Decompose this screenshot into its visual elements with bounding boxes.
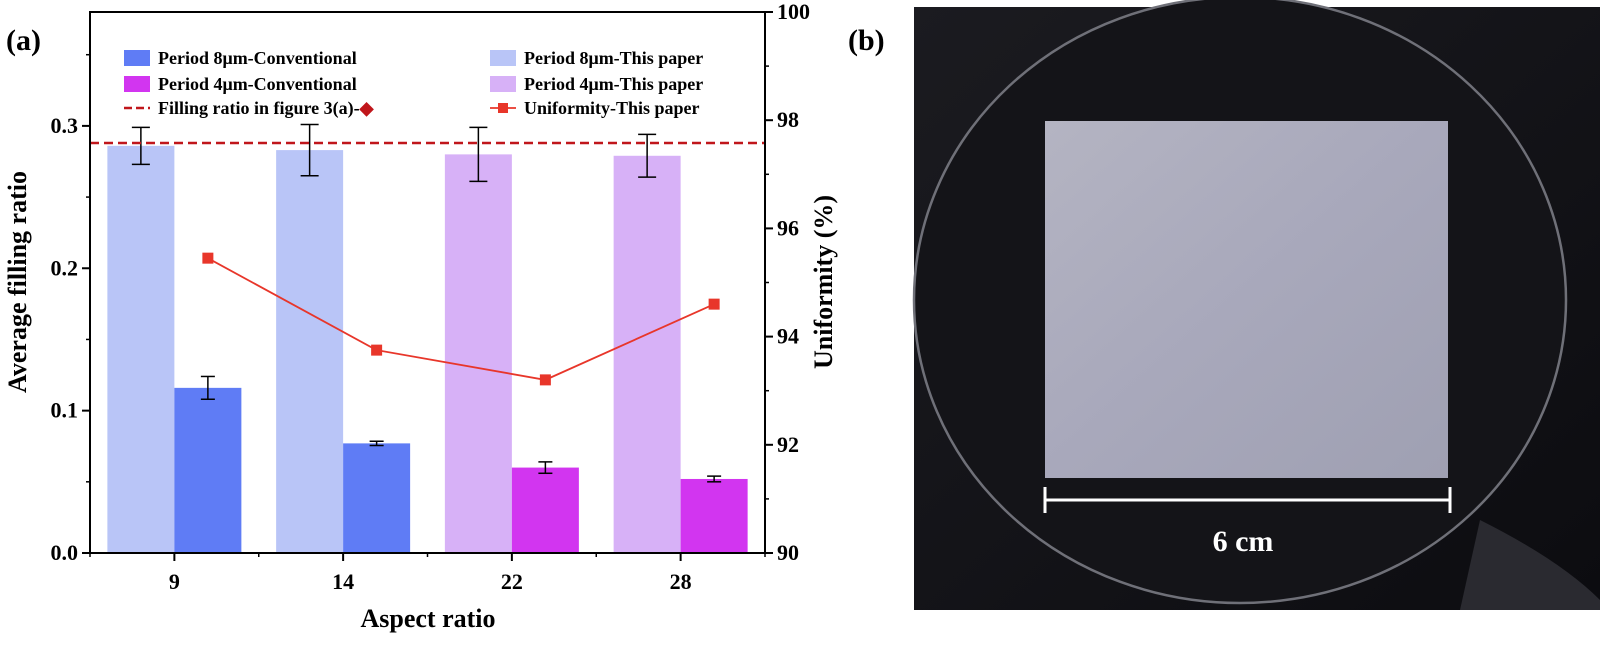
x-tick-label: 28 [670, 569, 692, 594]
sample-square [1045, 121, 1448, 478]
uniformity-line-layer [202, 252, 720, 386]
bar [276, 150, 344, 554]
sample-photo: 6 cm [912, 0, 1600, 610]
bar [107, 145, 175, 554]
x-axis-title: Aspect ratio [360, 604, 495, 633]
legend-swatch [490, 76, 516, 92]
scale-bar [1043, 487, 1452, 513]
y2-tick-label: 92 [777, 432, 799, 457]
axes-layer: 0.0 0.1 0.2 0.3 90 92 94 96 98 100 9 14 22 28 [51, 0, 811, 594]
y2-axis-title: Uniformity (%) [809, 195, 838, 369]
legend-entry: Uniformity-This paper [524, 98, 700, 118]
y-tick-label: 0.1 [51, 398, 79, 423]
legend-swatch [124, 76, 150, 92]
panel-b-label: (b) [848, 24, 885, 57]
legend-marker [498, 103, 508, 113]
y2-tick-label: 98 [777, 107, 799, 132]
y2-tick-label: 100 [777, 0, 810, 24]
bar [680, 478, 748, 553]
bar [444, 154, 512, 554]
bar [343, 443, 411, 553]
y-tick-label: 0.2 [51, 255, 79, 280]
y2-tick-label: 96 [777, 215, 799, 240]
wafer-shadow [1460, 520, 1600, 610]
x-tick-label: 9 [169, 569, 180, 594]
legend-entry: Period 4μm-Conventional [158, 74, 357, 94]
legend-swatch [124, 50, 150, 66]
legend: Period 8μm-Conventional Period 8μm-This p… [124, 48, 703, 119]
legend-entry: Period 4μm-This paper [524, 74, 703, 94]
bar [613, 155, 681, 553]
uniformity-line [207, 257, 715, 381]
y-axis-title: Average filling ratio [3, 171, 32, 393]
panel-a-label: (a) [6, 24, 41, 57]
legend-swatch [490, 50, 516, 66]
legend-entry: Period 8μm-Conventional [158, 48, 357, 68]
uniformity-point [371, 344, 383, 356]
bars-layer [107, 123, 748, 554]
bar [511, 467, 579, 553]
y-tick-label: 0.0 [51, 540, 79, 565]
y2-tick-label: 90 [777, 540, 799, 565]
legend-entry: Period 8μm-This paper [524, 48, 703, 68]
y2-tick-label: 94 [777, 324, 799, 349]
y-tick-label: 0.3 [51, 113, 79, 138]
uniformity-point [202, 252, 214, 264]
uniformity-point [539, 374, 551, 386]
x-tick-label: 22 [501, 569, 523, 594]
bar [174, 387, 242, 553]
scale-bar-label: 6 cm [1213, 525, 1274, 558]
legend-entry: Filling ratio in figure 3(a)-◆ [158, 98, 375, 119]
x-tick-label: 14 [332, 569, 354, 594]
uniformity-point [708, 298, 720, 310]
chart-a: 0.0 0.1 0.2 0.3 90 92 94 96 98 100 9 14 22 28 Period … [51, 0, 811, 594]
